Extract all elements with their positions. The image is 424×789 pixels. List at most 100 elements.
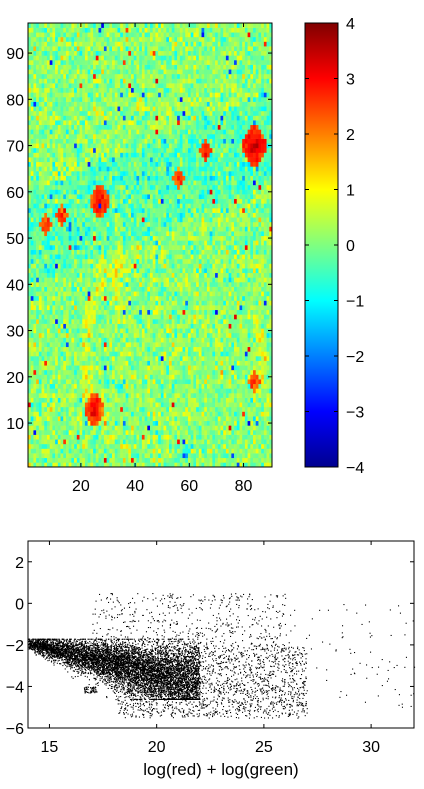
heatmap-cell <box>239 300 243 306</box>
heatmap-cell <box>177 295 181 301</box>
heatmap-cell <box>220 286 224 292</box>
heatmap-cell <box>55 434 59 440</box>
heatmap-cell <box>263 263 267 269</box>
heatmap-cell <box>30 323 34 329</box>
heatmap-cell <box>261 342 265 348</box>
heatmap-cell <box>212 235 216 241</box>
heatmap-cell <box>209 221 213 227</box>
heatmap-cell <box>90 300 94 306</box>
heatmap-cell <box>38 439 42 445</box>
heatmap-cell <box>150 212 154 218</box>
heatmap-cell <box>133 319 137 324</box>
heatmap-cell <box>253 282 257 287</box>
heatmap-cell <box>266 439 270 445</box>
heatmap-cell <box>231 231 235 237</box>
heatmap-cell <box>139 208 143 213</box>
heatmap-cell <box>217 332 221 338</box>
heatmap-cell <box>128 383 132 389</box>
heatmap-cell <box>125 406 129 412</box>
heatmap-cell <box>187 337 191 343</box>
heatmap-cell <box>158 457 162 463</box>
heatmap-cell <box>41 282 45 287</box>
heatmap-cell <box>71 434 75 440</box>
heatmap-cell <box>236 323 240 329</box>
heatmap-cell <box>258 374 262 380</box>
heatmap-cell <box>171 406 175 412</box>
heatmap-cell <box>242 443 246 449</box>
heatmap-cell <box>87 374 91 380</box>
heatmap-cell <box>117 268 121 274</box>
heatmap-cell <box>201 245 205 250</box>
heatmap-cell <box>212 231 216 237</box>
heatmap-cell <box>204 434 208 440</box>
heatmap-cell <box>266 231 270 237</box>
heatmap-cell <box>242 411 246 417</box>
heatmap-cell <box>141 439 145 445</box>
heatmap-cell <box>46 286 50 292</box>
heatmap-cell <box>76 305 80 311</box>
heatmap-cell <box>269 388 273 394</box>
heatmap-cell <box>201 402 205 408</box>
heatmap-cell <box>131 286 135 292</box>
heatmap-cell <box>185 235 189 241</box>
heatmap-cell <box>204 425 208 431</box>
heatmap-cell <box>236 332 240 338</box>
heatmap-cell <box>95 425 99 431</box>
heatmap-cell <box>46 443 50 449</box>
heatmap-cell <box>76 425 80 431</box>
heatmap-cell <box>168 411 172 417</box>
heatmap-cell <box>263 342 267 348</box>
heatmap-cell <box>117 323 121 329</box>
heatmap-cell <box>193 286 197 292</box>
heatmap-cell <box>201 443 205 449</box>
heatmap-cell <box>177 291 181 297</box>
heatmap-cell <box>150 263 154 269</box>
heatmap-cell <box>231 411 235 417</box>
heatmap-cell <box>190 286 194 292</box>
heatmap-cell <box>41 356 45 361</box>
heatmap-cell <box>38 374 42 380</box>
heatmap-cell <box>179 268 183 274</box>
heatmap-cell <box>76 282 80 287</box>
heatmap-cell <box>158 453 162 459</box>
heatmap-cell <box>196 263 200 269</box>
heatmap-cell <box>269 443 273 449</box>
heatmap-cell <box>223 245 227 250</box>
heatmap-cell <box>41 416 45 422</box>
heatmap-cell <box>182 425 186 431</box>
heatmap-cell <box>136 383 140 389</box>
heatmap-cell <box>36 212 40 218</box>
heatmap-cell <box>95 416 99 422</box>
heatmap-cell <box>93 305 97 311</box>
heatmap-cell <box>139 448 143 454</box>
heatmap-cell <box>60 314 64 320</box>
heatmap-cell <box>46 221 50 227</box>
heatmap-cell <box>141 342 145 348</box>
heatmap-cell <box>174 328 178 334</box>
heatmap-cell <box>239 425 243 431</box>
heatmap-cell <box>206 457 210 463</box>
heatmap-cell <box>166 309 170 315</box>
heatmap-cell <box>163 360 167 366</box>
heatmap-cell <box>266 286 270 292</box>
heatmap-cell <box>155 411 159 417</box>
heatmap-cell <box>44 430 48 435</box>
heatmap-cell <box>187 402 191 408</box>
heatmap-cell <box>190 448 194 454</box>
heatmap-cell <box>179 448 183 454</box>
heatmap-cell <box>250 221 254 227</box>
heatmap-cell <box>82 351 86 357</box>
heatmap-cell <box>117 369 121 375</box>
heatmap-cell <box>63 305 67 311</box>
heatmap-cell <box>168 388 172 394</box>
heatmap-cell <box>131 263 135 269</box>
heatmap-cell <box>120 254 124 260</box>
heatmap-cell <box>225 365 229 371</box>
heatmap-cell <box>225 319 229 324</box>
heatmap-cell <box>60 291 64 297</box>
heatmap-cell <box>255 342 259 348</box>
heatmap-cell <box>131 360 135 366</box>
heatmap-cell <box>242 286 246 292</box>
heatmap-cell <box>68 374 72 380</box>
heatmap-cell <box>95 323 99 329</box>
